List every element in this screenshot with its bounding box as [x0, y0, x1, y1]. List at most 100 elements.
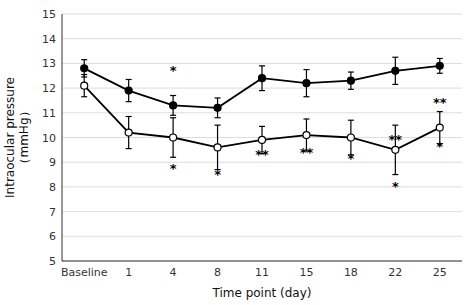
error-bar-cap	[126, 101, 132, 102]
error-bar	[437, 58, 443, 73]
point	[259, 136, 266, 143]
series-line	[84, 66, 440, 108]
error-bar	[126, 117, 132, 149]
error-bar-cap	[215, 97, 221, 98]
annotation: *	[170, 63, 177, 78]
error-bar-cap	[126, 116, 132, 117]
error-bar-cap	[215, 117, 221, 118]
error-bar-cap	[259, 90, 265, 91]
plot-area	[81, 57, 444, 174]
grid-line	[62, 63, 462, 64]
grid-line	[62, 112, 462, 113]
annotation: *	[347, 151, 354, 166]
error-bar	[126, 79, 132, 101]
point	[259, 75, 266, 82]
error-bar-cap	[170, 115, 176, 116]
error-bar-cap	[392, 174, 398, 175]
series	[81, 75, 444, 175]
x-tick-label: 18	[344, 266, 358, 279]
point	[170, 102, 177, 109]
annotation: **	[389, 132, 403, 147]
annotation: *	[170, 161, 177, 176]
x-tick-label: 22	[388, 266, 402, 279]
grid-line	[62, 14, 462, 15]
error-bar	[170, 118, 176, 158]
y-tick-label: 6	[49, 230, 56, 243]
error-bar-cap	[170, 95, 176, 96]
error-bar-cap	[259, 65, 265, 66]
point	[436, 124, 443, 131]
error-bar-cap	[437, 111, 443, 112]
point	[303, 80, 310, 87]
x-tick-label: 8	[214, 266, 221, 279]
annotation: **	[300, 145, 314, 160]
error-bar-cap	[348, 120, 354, 121]
error-bar-cap	[392, 125, 398, 126]
x-tick-label: 25	[433, 266, 447, 279]
y-tick-label: 7	[49, 206, 56, 219]
y-tick-label: 15	[42, 8, 56, 21]
error-bar-cap	[126, 148, 132, 149]
annotation: **	[433, 95, 447, 110]
error-bar	[259, 66, 265, 91]
grid-line	[62, 186, 462, 187]
x-axis-label: Time point (day)	[211, 286, 311, 300]
error-bar-cap	[126, 79, 132, 80]
error-bar-cap	[437, 58, 443, 59]
grid-line	[62, 38, 462, 39]
series-line	[84, 86, 440, 150]
y-tick-label: 8	[49, 181, 56, 194]
error-bar-cap	[303, 96, 309, 97]
annotation: *	[436, 139, 443, 154]
error-bar-cap	[437, 73, 443, 74]
error-bar	[348, 72, 354, 89]
background	[0, 0, 474, 305]
x-tick-label: 11	[255, 266, 269, 279]
error-bar	[215, 125, 221, 169]
series	[81, 57, 444, 118]
error-bar-cap	[303, 118, 309, 119]
error-bar-cap	[170, 157, 176, 158]
point	[214, 144, 221, 151]
chart: 56789101112131415Baseline1481115182225Ti…	[0, 0, 474, 305]
error-bar	[215, 98, 221, 118]
y-axis-label-line: Intraocular pressure	[3, 77, 17, 198]
y-tick-label: 5	[49, 255, 56, 268]
point	[303, 132, 310, 139]
point	[392, 67, 399, 74]
annotation: **	[255, 147, 269, 162]
y-axis-line	[62, 14, 63, 261]
y-tick-label: 12	[42, 82, 56, 95]
error-bar	[81, 75, 87, 97]
error-bar-cap	[170, 117, 176, 118]
error-bar-cap	[392, 57, 398, 58]
error-bar	[392, 57, 398, 84]
grid-line	[62, 261, 462, 262]
error-bar-cap	[215, 125, 221, 126]
y-tick-label: 13	[42, 57, 56, 70]
error-bar	[303, 70, 309, 97]
y-tick-label: 10	[42, 132, 56, 145]
grid	[62, 14, 462, 261]
error-bar-cap	[348, 89, 354, 90]
x-tick-label: 1	[125, 266, 132, 279]
x-tick-label: 15	[299, 266, 313, 279]
error-bar	[348, 120, 354, 155]
y-tick-label: 9	[49, 156, 56, 169]
grid-line	[62, 236, 462, 237]
error-bar-cap	[81, 59, 87, 60]
x-tick-label: Baseline	[61, 266, 108, 279]
point	[81, 65, 88, 72]
point	[347, 77, 354, 84]
y-tick-label: 14	[42, 33, 56, 46]
error-bar-cap	[303, 69, 309, 70]
point	[214, 104, 221, 111]
error-bar	[170, 96, 176, 116]
error-bar-cap	[348, 71, 354, 72]
x-axis-line	[62, 261, 462, 262]
error-bar-cap	[392, 84, 398, 85]
grid-line	[62, 211, 462, 212]
annotation: *	[392, 179, 399, 194]
y-axis-label: Intraocular pressure（mmHg）	[3, 77, 31, 198]
error-bar-cap	[259, 126, 265, 127]
